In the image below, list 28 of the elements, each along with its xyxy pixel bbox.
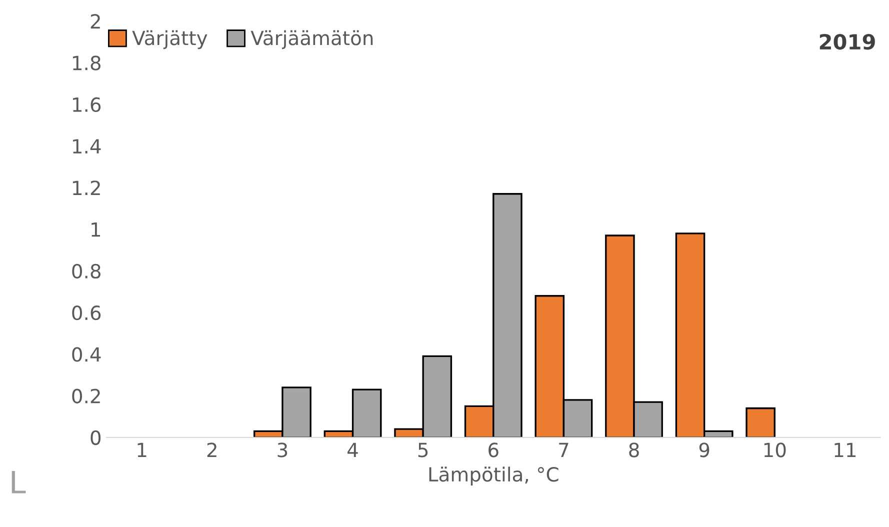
- y-tick-label: 1.4: [73, 139, 101, 154]
- x-tick-label: 3: [278, 442, 288, 458]
- y-tick-label: 0.6: [72, 305, 101, 320]
- x-tick-label: 7: [559, 442, 568, 458]
- y-tick-label: 1.2: [73, 180, 100, 195]
- x-tick-label: 10: [764, 442, 786, 458]
- legend-label: Värjäämätön: [250, 30, 373, 50]
- y-tick-label: 0.2: [72, 388, 100, 404]
- y-tick-label: 0.4: [72, 347, 101, 362]
- legend-label: Värjätty: [132, 30, 208, 50]
- x-tick-label: 5: [418, 442, 428, 458]
- bar: [746, 407, 776, 438]
- y-tick-label: 1: [92, 222, 100, 237]
- x-tick-label: 2: [207, 442, 216, 458]
- annotation: 2019: [820, 34, 875, 50]
- y-tick-label: 1.8: [73, 56, 100, 70]
- text: L: [12, 470, 26, 494]
- x-tick-label: 9: [699, 442, 710, 458]
- x-tick-label: 6: [488, 442, 498, 458]
- x-axis-title: Lämpötila, °C: [429, 466, 558, 486]
- y-tick-label: 0.8: [72, 264, 100, 279]
- x-tick-label: 11: [834, 442, 856, 458]
- x-tick-label: 1: [138, 442, 146, 458]
- x-tick-label: 8: [629, 442, 639, 458]
- x-tick-label: 4: [348, 442, 358, 458]
- y-tick-label: 0: [90, 430, 101, 446]
- y-tick-label: 1.6: [73, 97, 101, 112]
- y-tick-label: 2: [90, 14, 100, 28]
